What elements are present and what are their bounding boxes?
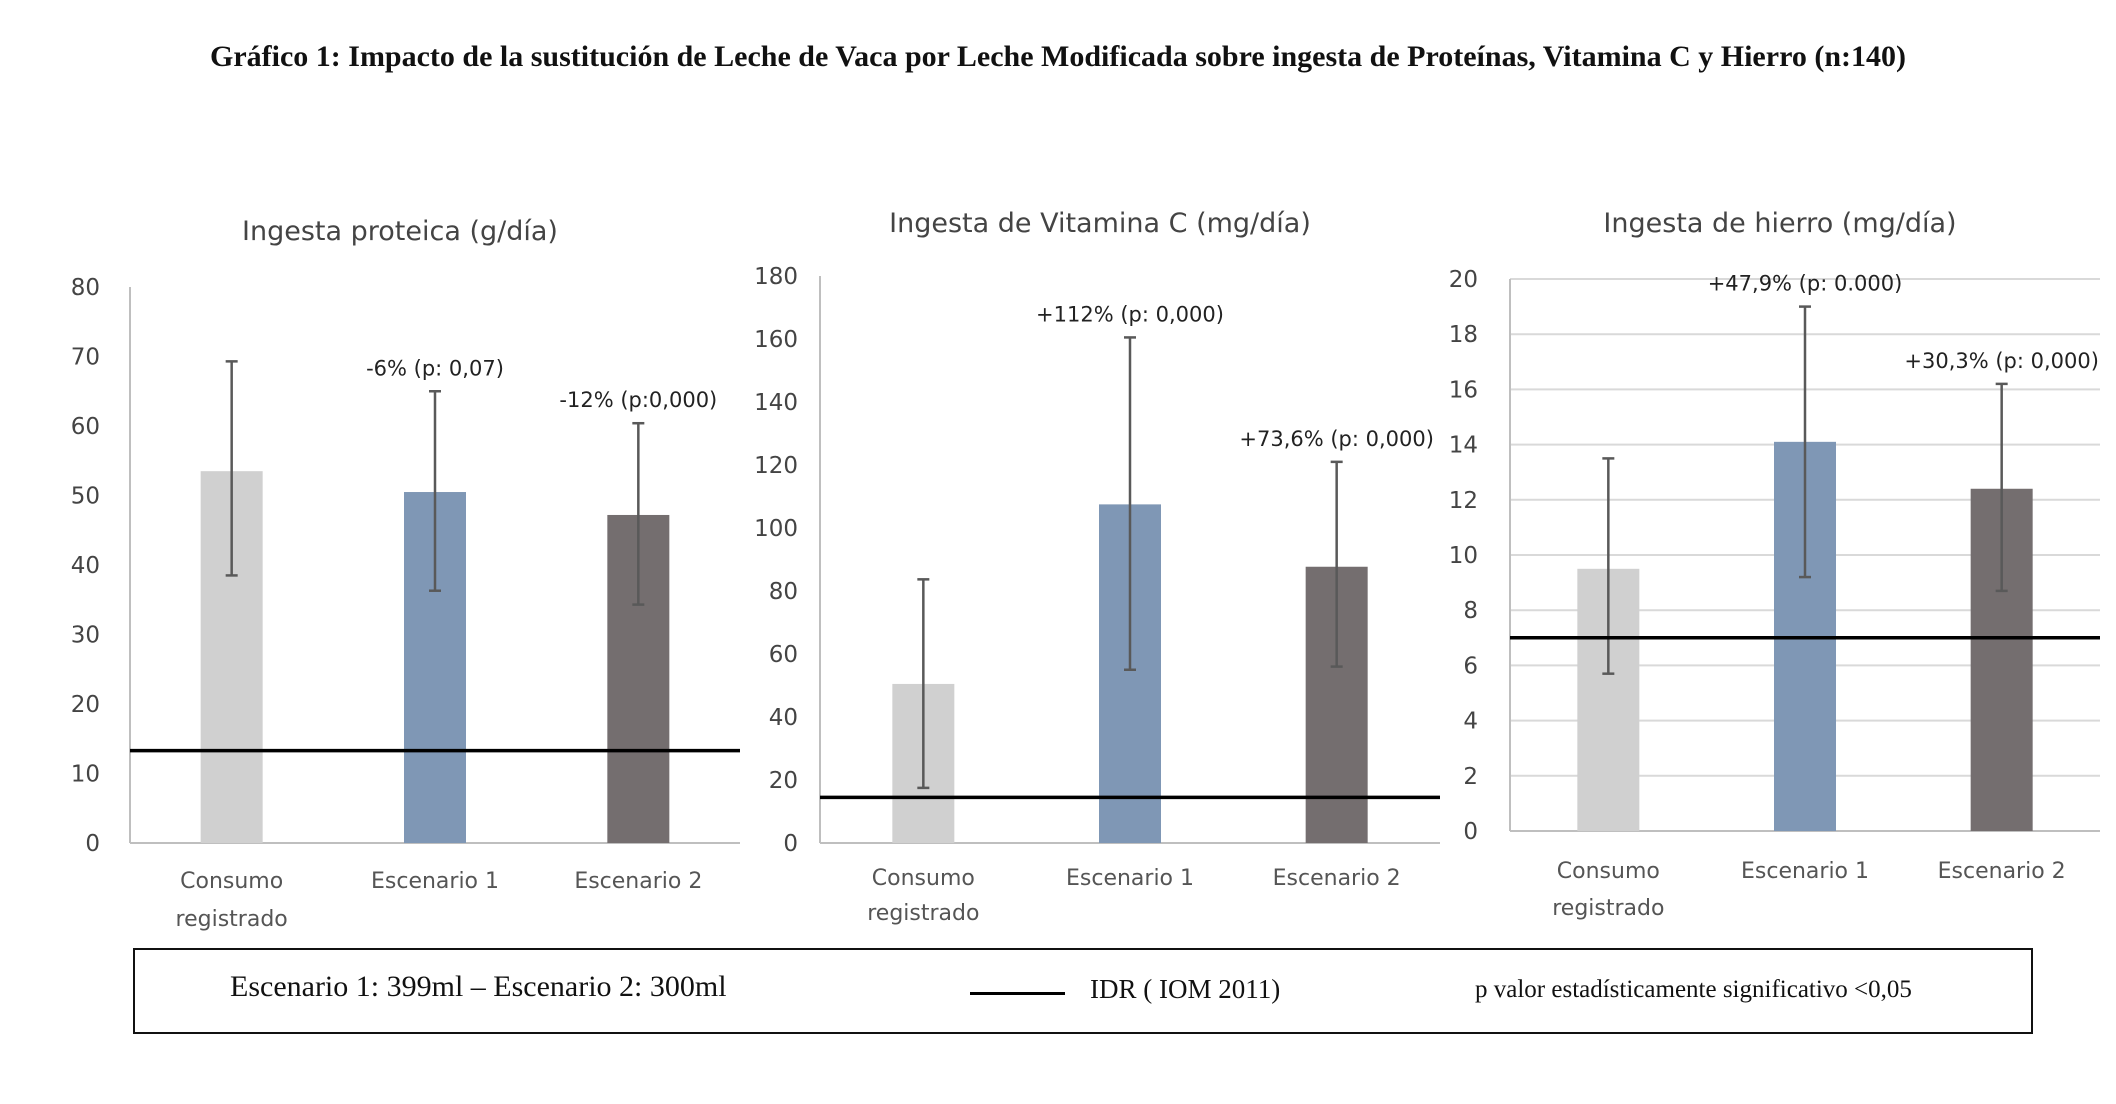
y-tick-label: 2	[1463, 764, 1478, 790]
category-label: Escenario 2	[1273, 866, 1401, 891]
y-tick-label: 18	[1449, 322, 1478, 348]
category-label: registrado	[176, 907, 288, 932]
y-tick-label: 20	[769, 768, 798, 794]
category-label: Escenario 2	[1938, 859, 2066, 884]
y-tick-label: 30	[71, 623, 100, 649]
y-tick-label: 40	[71, 553, 100, 579]
category-label: registrado	[1552, 896, 1664, 921]
chart-vitamin-c: Ingesta de Vitamina C (mg/día) 0 20 40 60 80 1…	[754, 208, 1440, 926]
y-tick-label: 10	[71, 762, 100, 788]
data-label: +73,6% (p: 0,000)	[1239, 427, 1434, 451]
category-label: Consumo	[872, 866, 975, 891]
y-tick-label: 140	[754, 390, 798, 416]
category-label: Escenario 2	[574, 869, 702, 894]
y-tick-label: 40	[769, 705, 798, 731]
y-tick-label: 16	[1449, 377, 1478, 403]
data-label: +112% (p: 0,000)	[1036, 302, 1224, 326]
y-tick-label: 100	[754, 516, 798, 542]
legend-p-note: p valor estadísticamente significativo <…	[1475, 976, 1912, 1003]
y-tick-label: 80	[769, 579, 798, 605]
data-label: -12% (p:0,000)	[559, 388, 717, 412]
legend-scenarios: Escenario 1: 399ml – Escenario 2: 300ml	[230, 970, 727, 1003]
y-tick-label: 12	[1449, 488, 1478, 514]
y-tick-label: 20	[1449, 267, 1478, 293]
y-tick-label: 70	[71, 345, 100, 371]
category-label: Escenario 1	[371, 869, 499, 894]
category-label: registrado	[867, 901, 979, 926]
page-title: Gráfico 1: Impacto de la sustitución de …	[209, 40, 1906, 73]
legend-idr: IDR ( IOM 2011)	[1090, 974, 1281, 1004]
y-tick-label: 0	[783, 831, 798, 857]
data-label: -6% (p: 0,07)	[366, 356, 504, 380]
chart-title: Ingesta de hierro (mg/día)	[1603, 208, 1956, 239]
chart-iron: Ingesta de hierro (mg/día) 0 2 4 6 8 10 12 14 16 1…	[1449, 208, 2100, 921]
y-tick-label: 0	[1463, 819, 1478, 845]
category-label: Escenario 1	[1741, 859, 1869, 884]
chart-title: Ingesta de Vitamina C (mg/día)	[889, 208, 1311, 239]
legend-box: Escenario 1: 399ml – Escenario 2: 300ml …	[133, 948, 2033, 1034]
chart-title: Ingesta proteica (g/día)	[242, 216, 558, 247]
y-tick-label: 160	[754, 327, 798, 353]
y-tick-label: 20	[71, 692, 100, 718]
category-label: Escenario 1	[1066, 866, 1194, 891]
data-label: +30,3% (p: 0,000)	[1904, 349, 2099, 373]
y-tick-label: 8	[1463, 598, 1478, 624]
y-tick-label: 180	[754, 264, 798, 290]
category-label: Consumo	[1557, 859, 1660, 884]
y-tick-label: 4	[1463, 709, 1478, 735]
chart-protein: Ingesta proteica (g/día) 0 10 20 30 40 50 60 70 8…	[71, 216, 740, 932]
category-label: Consumo	[180, 869, 283, 894]
y-tick-label: 60	[769, 642, 798, 668]
y-tick-label: 6	[1463, 653, 1478, 679]
data-label: +47,9% (p: 0.000)	[1708, 272, 1903, 296]
y-tick-label: 10	[1449, 543, 1478, 569]
y-tick-label: 50	[71, 484, 100, 510]
y-tick-label: 80	[71, 275, 100, 301]
legend-idr-line-swatch	[970, 992, 1065, 995]
y-tick-label: 60	[71, 414, 100, 440]
y-tick-label: 0	[85, 831, 100, 857]
y-tick-label: 120	[754, 453, 798, 479]
y-tick-label: 14	[1449, 433, 1478, 459]
